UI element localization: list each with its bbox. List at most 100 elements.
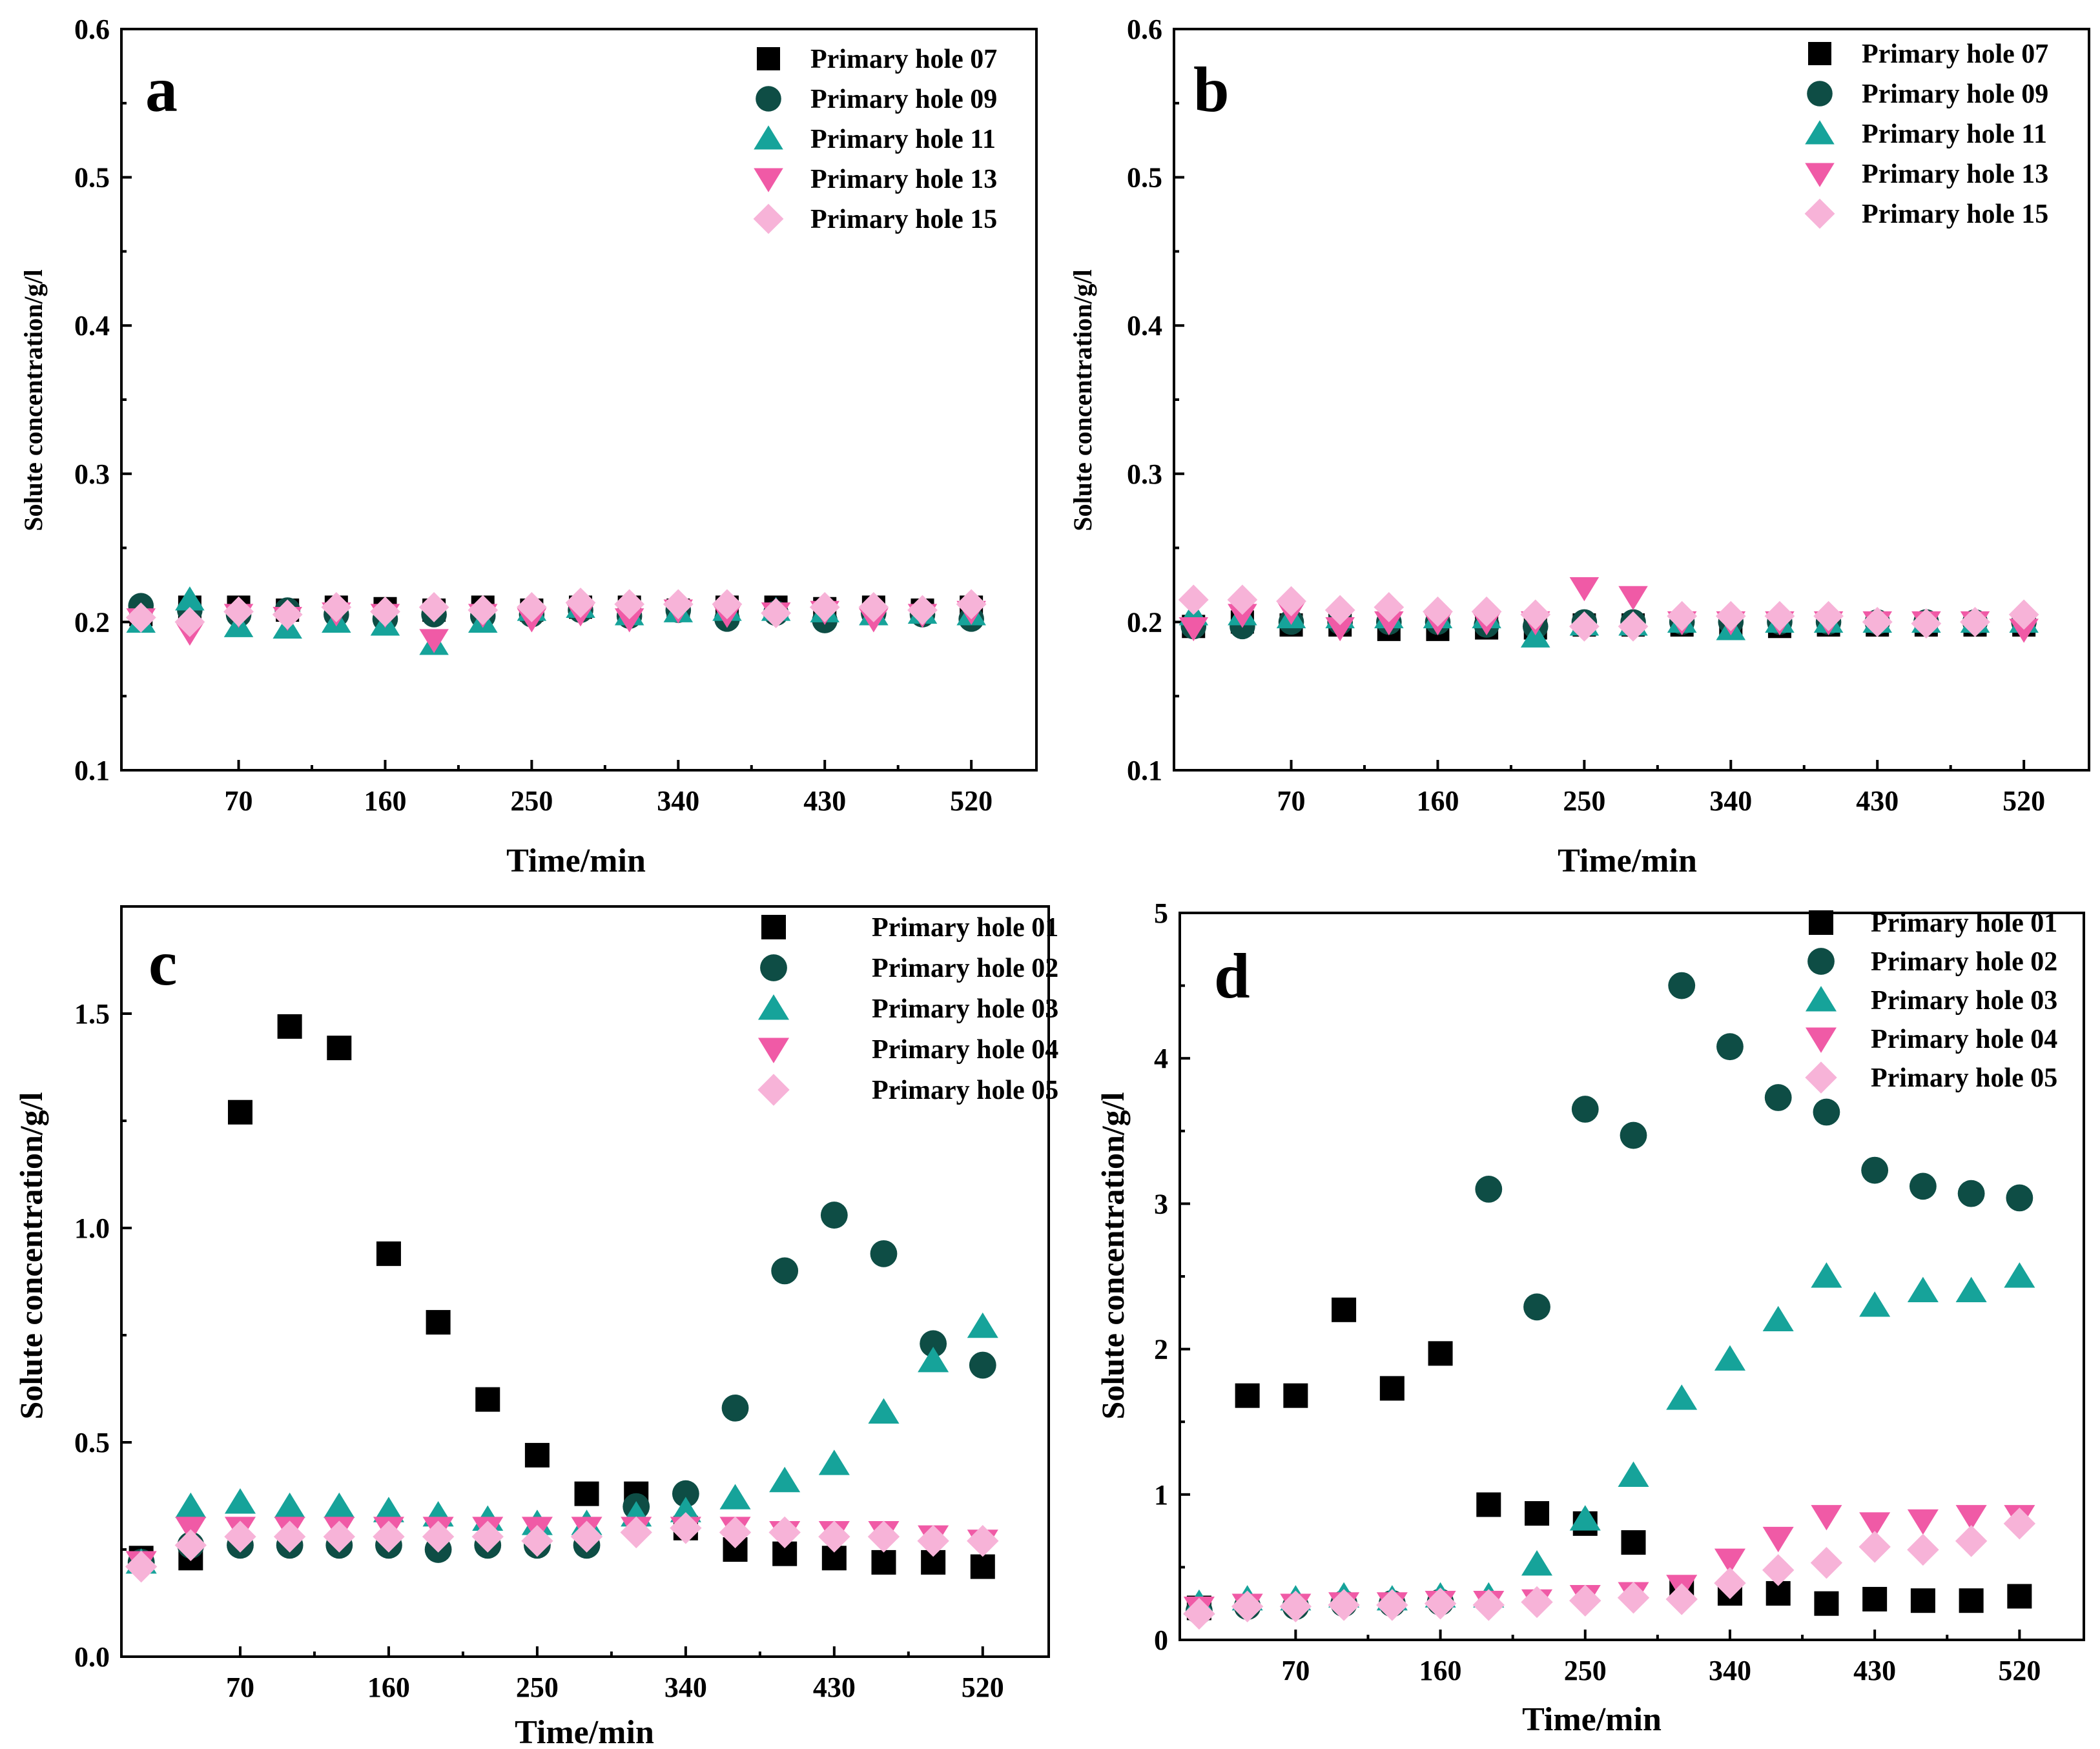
data-point — [918, 1346, 949, 1373]
data-points — [1178, 577, 2039, 648]
data-point — [1859, 1291, 1891, 1317]
y-tick-label: 0.5 — [1127, 162, 1162, 194]
data-point — [1762, 1526, 1794, 1553]
data-point — [1862, 607, 1893, 637]
data-point — [1955, 1505, 1987, 1531]
x-tick-label: 250 — [516, 1672, 559, 1703]
legend-label: Primary hole 15 — [1862, 199, 2048, 229]
y-tick-label: 0.6 — [1127, 14, 1162, 45]
data-point — [274, 1492, 305, 1519]
data-point — [1813, 1098, 1840, 1126]
x-tick-label: 340 — [1709, 1655, 1751, 1686]
data-point — [2004, 1262, 2035, 1288]
data-point — [475, 1387, 500, 1412]
y-tick-label: 0.3 — [74, 458, 110, 490]
x-tick-label: 160 — [1416, 785, 1459, 817]
data-point — [670, 1497, 701, 1522]
panel-b: b Solute concentration/g/l Time/min 70 16… — [1068, 14, 2090, 879]
data-point — [1569, 1505, 1601, 1531]
series-primary-hole-15 — [125, 588, 987, 637]
data-points — [1183, 972, 2036, 1630]
data-point — [809, 592, 840, 622]
data-point — [858, 592, 889, 622]
legend-label: Primary hole 15 — [810, 205, 997, 234]
data-point — [1374, 592, 1405, 622]
legend-label: Primary hole 03 — [1871, 986, 2057, 1016]
y-axis-title: Solute concentration/g/l — [19, 269, 48, 531]
x-tick-label: 520 — [1998, 1655, 2041, 1686]
legend-label: Primary hole 04 — [872, 1035, 1058, 1065]
data-point — [1228, 604, 1257, 628]
data-point — [1714, 1567, 1746, 1599]
data-point — [1813, 600, 1844, 631]
data-point — [370, 596, 400, 627]
legend-marker — [1805, 163, 1835, 187]
data-point — [761, 598, 791, 629]
data-point — [1907, 1509, 1939, 1535]
data-point — [1859, 1512, 1891, 1538]
data-point — [1235, 1383, 1260, 1408]
x-tick-label: 520 — [950, 785, 993, 817]
data-point — [272, 599, 303, 630]
series-primary-hole-11 — [1179, 601, 2039, 648]
series-primary-hole-13 — [1179, 577, 2039, 643]
data-point — [1618, 611, 1649, 642]
legend-label: Primary hole 09 — [1862, 79, 2048, 109]
data-point — [1861, 1156, 1889, 1184]
data-point — [327, 1036, 352, 1061]
data-point — [1569, 577, 1600, 602]
data-point — [771, 1257, 799, 1285]
data-point — [277, 1014, 302, 1039]
panel-letter-b: b — [1193, 54, 1230, 125]
data-point — [223, 596, 254, 627]
x-tick-label: 160 — [1419, 1655, 1462, 1686]
data-point — [1907, 1533, 1939, 1566]
data-point — [1666, 1384, 1698, 1410]
data-point — [1283, 1383, 1308, 1408]
x-tick-label: 70 — [226, 1672, 254, 1703]
data-point — [870, 1240, 898, 1267]
legend-label: Primary hole 03 — [872, 994, 1058, 1024]
series-primary-hole-09 — [1180, 609, 2037, 640]
data-point — [422, 1520, 455, 1553]
y-tick-label: 0.3 — [1127, 458, 1162, 490]
data-point — [273, 1520, 306, 1553]
data-point — [820, 1202, 848, 1229]
legend-label: Primary hole 07 — [810, 45, 997, 74]
data-point — [1909, 1172, 1937, 1200]
legend-label: Primary hole 01 — [872, 913, 1058, 943]
x-tick-label: 160 — [364, 785, 406, 817]
data-point — [1811, 1262, 1842, 1288]
panel-letter-c: c — [149, 927, 177, 999]
data-point — [125, 602, 156, 633]
data-point — [1471, 596, 1502, 627]
data-point — [721, 1394, 749, 1422]
x-tick-label: 250 — [1563, 785, 1605, 817]
y-tick-label: 1.5 — [74, 998, 110, 1030]
data-point — [1183, 1597, 1215, 1630]
x-tick-label: 430 — [1856, 785, 1899, 817]
data-point — [468, 595, 499, 626]
data-point — [324, 1492, 355, 1519]
data-point — [967, 1525, 999, 1557]
legend-marker — [754, 125, 783, 150]
y-axis-title: Solute concentration/g/l — [13, 1092, 49, 1419]
data-point — [175, 586, 205, 611]
y-tick-label: 2 — [1154, 1334, 1168, 1365]
data-point — [1764, 600, 1795, 631]
legend-label: Primary hole 02 — [872, 954, 1058, 983]
y-tick-label: 5 — [1154, 897, 1168, 929]
series-primary-hole-15 — [1178, 584, 2039, 642]
x-axis-title: Time/min — [515, 1714, 654, 1749]
legend-marker — [1805, 986, 1837, 1012]
data-point — [524, 1442, 550, 1468]
data-point — [868, 1398, 900, 1424]
y-axis-title: Solute concentration/g/l — [1095, 1092, 1131, 1419]
legend-marker — [757, 1038, 790, 1063]
data-point — [1520, 599, 1551, 630]
data-point — [769, 1466, 801, 1493]
legend-label: Primary hole 07 — [1862, 39, 2048, 69]
y-tick-label: 4 — [1154, 1043, 1168, 1074]
data-point — [917, 1525, 949, 1557]
data-point — [672, 1480, 699, 1508]
